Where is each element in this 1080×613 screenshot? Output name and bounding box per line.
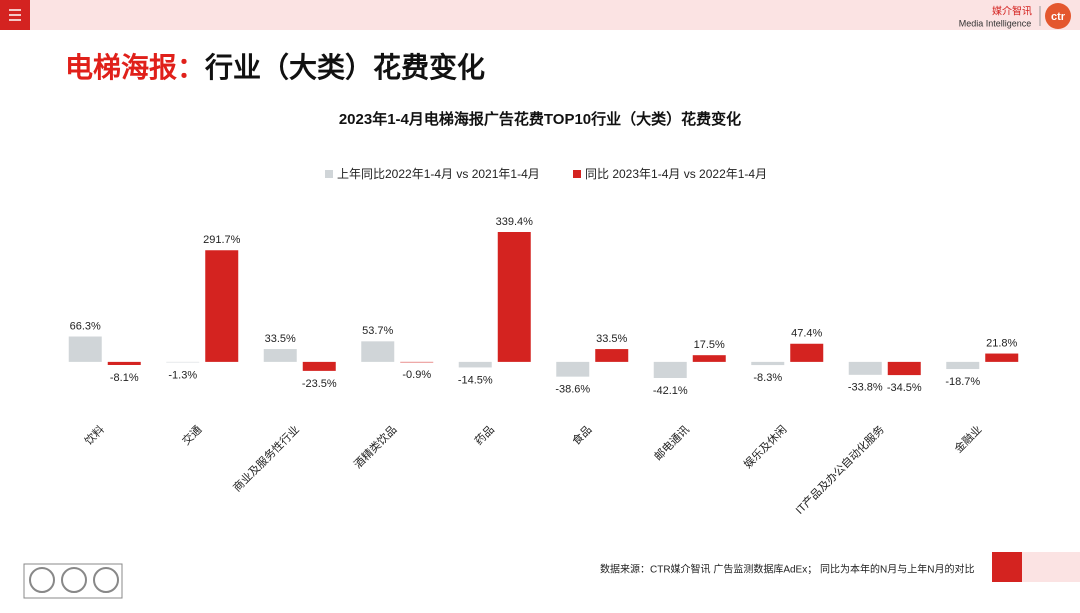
logo-cn: 媒介智讯 [992,5,1032,18]
legend-label: 上年同比2022年1-4月 vs 2021年1-4月 [337,167,540,181]
x-tick-label: 酒精类饮品 [351,422,400,471]
bar [887,361,921,376]
legend-swatch [573,170,581,178]
bar [848,361,882,375]
bar [556,361,590,377]
bar [205,250,239,362]
bar [68,336,102,362]
x-tick-label: 交通 [179,422,204,447]
value-label: 33.5% [596,333,627,345]
x-tick-label: 邮电通讯 [652,423,692,463]
value-label: 17.5% [694,339,725,351]
title-highlight: 电梯海报： [65,52,205,83]
value-label: -1.3% [168,369,197,381]
bar [361,341,395,362]
bar [751,361,785,366]
x-tick-label: 药品 [472,423,497,448]
slide-title: 电梯海报：行业（大类）花费变化 [65,51,485,83]
bar [595,349,629,362]
source-note: 数据来源：CTR媒介智讯 广告监测数据库AdEx； 同比为本年的N月与上年N月的… [600,563,974,576]
bar [400,361,434,363]
title-main: 行业（大类）花费变化 [204,51,485,83]
top-bar [0,0,1080,30]
value-label: -8.3% [753,372,782,384]
x-tick-label: 饮料 [81,422,106,447]
bar [497,232,531,362]
bar [790,343,824,362]
value-label: -18.7% [945,376,980,388]
x-tick-label: 商业及服务性行业 [230,422,302,494]
bar [302,361,336,371]
value-label: 21.8% [986,337,1017,349]
corner-block-light [1022,552,1080,582]
bar [166,361,200,363]
value-label: -33.8% [848,382,883,394]
value-label: -42.1% [653,385,688,397]
bar [985,353,1019,362]
logo-circle [1045,3,1071,29]
bar [263,349,297,362]
value-label: -8.1% [110,372,139,384]
value-label: -23.5% [302,378,337,390]
chart-title: 2023年1-4月电梯海报广告花费TOP10行业（大类）花费变化 [339,110,741,128]
bar [653,361,687,378]
bar [946,361,980,370]
corner-block [992,552,1022,582]
value-label: -38.6% [555,384,590,396]
value-label: 53.7% [362,325,393,337]
legend-label: 同比 2023年1-4月 vs 2022年1-4月 [585,167,767,181]
value-label: -14.5% [458,374,493,386]
value-label: 291.7% [203,234,241,246]
x-tick-label: IT产品及办公自动化服务 [792,422,887,517]
x-tick-label: 食品 [569,422,594,447]
bar [692,355,726,362]
value-label: 33.5% [265,333,296,345]
logo-en: Media Intelligence [959,18,1032,28]
bar [107,361,141,365]
x-tick-label: 娱乐及休闲 [741,422,790,471]
value-label: 66.3% [70,320,101,332]
menu-icon [9,9,21,21]
value-label: 47.4% [791,328,822,340]
value-label: 339.4% [496,216,534,228]
legend-swatch [325,170,333,178]
value-label: -34.5% [887,382,922,394]
cert-logos [23,563,123,599]
logo-mark: ctr [1051,11,1066,23]
value-label: -0.9% [402,369,431,381]
x-tick-label: 金融业 [951,422,984,455]
bar [458,361,492,368]
